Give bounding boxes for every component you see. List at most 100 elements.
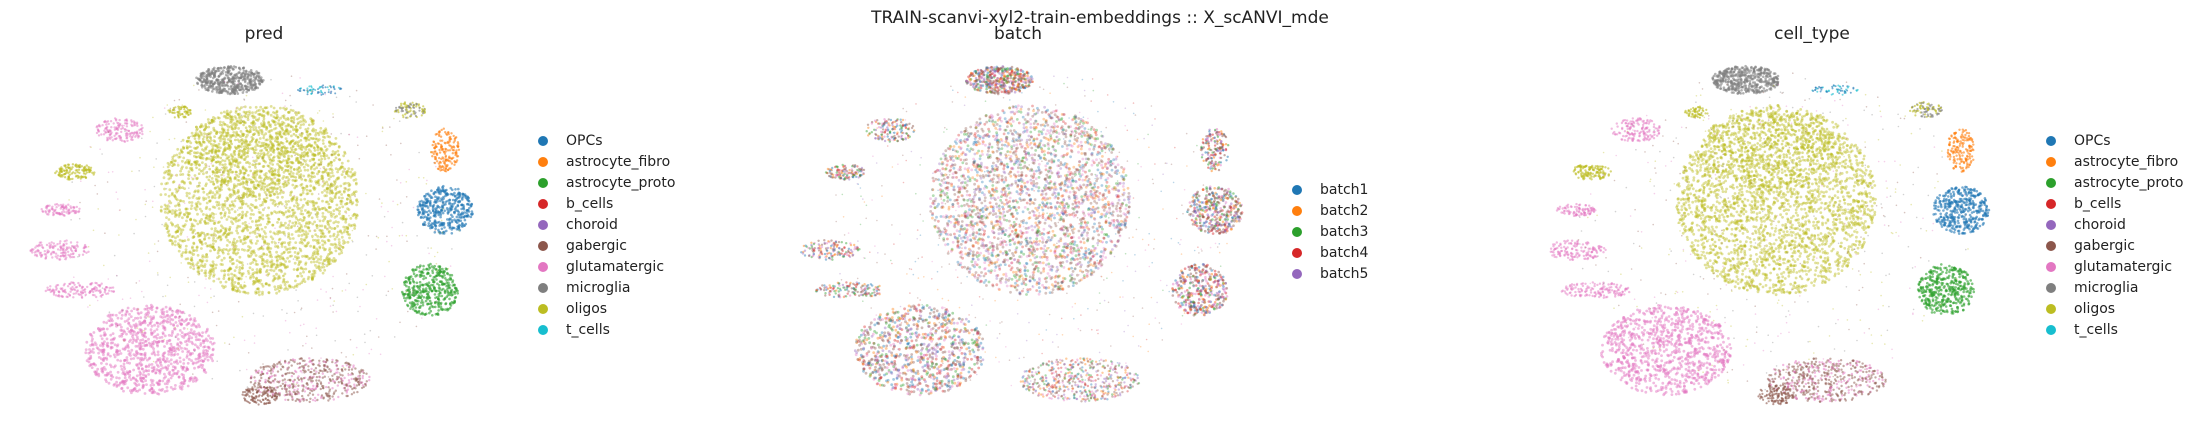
scatter-point: [189, 207, 193, 211]
scatter-point: [269, 137, 272, 141]
scatter-point: [354, 190, 358, 194]
scatter-point: [310, 192, 314, 196]
scatter-point: [141, 386, 145, 390]
scatter-point: [222, 140, 226, 144]
scatter-point: [278, 263, 282, 267]
scatter-point: [201, 161, 204, 165]
scatter-point: [228, 92, 232, 96]
scatter-point: [202, 213, 205, 216]
scatter-point: [289, 193, 292, 197]
scatter-point: [280, 149, 283, 152]
scatter-point: [300, 267, 303, 270]
scatter-point: [189, 266, 193, 269]
scatter-point: [170, 212, 174, 215]
scatter-point: [254, 259, 258, 263]
scatter-point: [433, 301, 437, 305]
scatter-point: [276, 221, 279, 224]
scatter-point: [167, 364, 170, 367]
scatter-point: [238, 169, 242, 172]
scatter-point: [221, 121, 225, 124]
scatter-point: [237, 281, 240, 285]
scatter-point: [99, 334, 103, 338]
scatter-point: [336, 170, 339, 174]
scatter-point: [187, 136, 191, 140]
scatter-point: [184, 319, 188, 322]
scatter-point: [432, 266, 436, 270]
scatter-point: [195, 76, 198, 80]
scatter-point: [198, 207, 202, 211]
scatter-point: [207, 195, 211, 199]
scatter-point: [160, 182, 164, 186]
scatter-point: [276, 232, 280, 236]
scatter-point: [211, 267, 215, 271]
scatter-point: [165, 357, 169, 361]
scatter-point: [337, 220, 340, 224]
scatter-point: [184, 257, 188, 261]
scatter-point: [232, 76, 236, 80]
scatter-point: [267, 217, 271, 221]
scatter-point: [272, 115, 276, 119]
scatter-point: [206, 152, 209, 155]
scatter-point: [438, 206, 441, 209]
scatter-point: [306, 127, 310, 130]
scatter-point: [192, 218, 196, 222]
scatter-point: [172, 372, 176, 376]
scatter-point: [302, 238, 306, 242]
scatter-point: [277, 218, 281, 221]
scatter-point: [314, 137, 318, 141]
scatter-point: [317, 241, 321, 245]
scatter-point: [274, 288, 277, 291]
scatter-point: [179, 244, 182, 247]
scatter-point: [261, 165, 265, 169]
scatter-point: [219, 235, 223, 239]
scatter-point: [337, 196, 341, 200]
scatter-point: [247, 88, 250, 92]
scatter-point: [284, 221, 287, 225]
scatter-point: [316, 235, 320, 238]
scatter-point: [223, 159, 227, 163]
scatter-point: [132, 353, 136, 356]
scatter-point: [307, 211, 310, 214]
scatter-point: [213, 87, 216, 91]
scatter-point: [294, 159, 298, 162]
scatter-point: [233, 281, 237, 284]
scatter-point: [332, 209, 336, 213]
scatter-point: [437, 309, 440, 312]
scatter-point: [196, 190, 200, 194]
scatter-point: [287, 178, 291, 181]
scatter-point: [200, 218, 204, 221]
scatter-point: [248, 143, 252, 146]
scatter-point: [214, 148, 217, 152]
scatter-point: [196, 176, 199, 180]
scatter-point: [284, 137, 288, 141]
scatter-point: [219, 160, 222, 164]
scatter-point: [311, 153, 315, 157]
scatter-point: [254, 145, 257, 149]
scatter-point: [180, 150, 184, 154]
scatter-point: [349, 198, 352, 202]
scatter-point: [223, 273, 227, 276]
scatter-point: [275, 113, 279, 117]
scatter-point: [197, 323, 201, 327]
scatter-point: [330, 168, 334, 172]
scatter-point: [258, 162, 262, 165]
scatter-point: [265, 187, 269, 191]
scatter-point: [233, 199, 237, 203]
scatter-point: [245, 110, 249, 114]
scatter-point: [235, 226, 239, 230]
scatter-point: [300, 143, 303, 146]
scatter-point: [346, 240, 350, 244]
scatter-point: [228, 211, 231, 215]
scatter-point: [431, 289, 434, 293]
scatter-point: [163, 382, 167, 386]
scatter-point: [263, 159, 266, 163]
scatter-point: [275, 272, 278, 276]
scatter-point: [450, 288, 454, 292]
scatter-point: [254, 254, 258, 257]
scatter-point: [353, 227, 356, 230]
scatter-point: [450, 273, 454, 277]
scatter-point: [207, 191, 211, 195]
scatter-point: [212, 270, 215, 274]
scatter-point: [449, 186, 453, 190]
scatter-point: [244, 169, 248, 172]
